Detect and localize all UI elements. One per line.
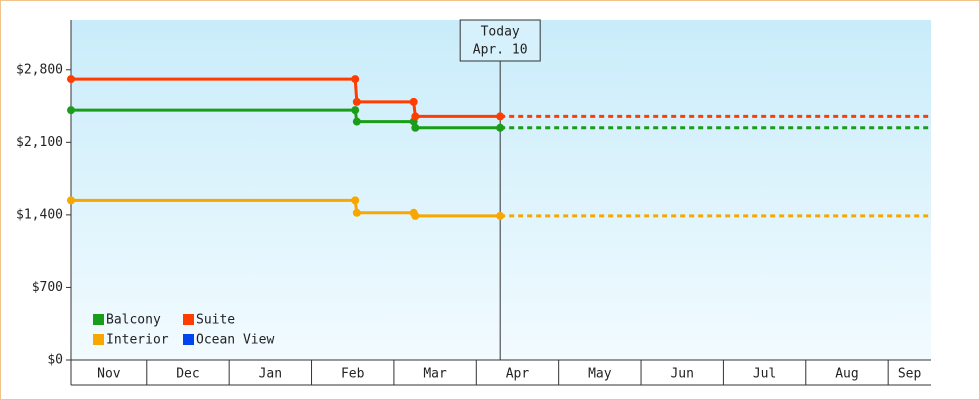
today-box bbox=[459, 19, 541, 62]
point bbox=[67, 106, 75, 115]
point bbox=[496, 211, 505, 220]
point bbox=[67, 196, 75, 205]
legend-label: Suite bbox=[196, 313, 235, 328]
x-tick-label: Jul bbox=[753, 367, 776, 382]
point bbox=[411, 211, 420, 220]
legend-label: Ocean View bbox=[196, 333, 274, 348]
point bbox=[409, 97, 418, 106]
point bbox=[496, 123, 505, 132]
x-tick-label: Nov bbox=[97, 367, 121, 382]
series-line bbox=[71, 77, 501, 118]
legend-swatch bbox=[183, 334, 194, 345]
point bbox=[351, 106, 360, 115]
y-tick-label: $2,100 bbox=[16, 135, 63, 150]
y-tick-label: $700 bbox=[32, 280, 63, 295]
point bbox=[496, 112, 505, 121]
point bbox=[67, 75, 75, 84]
plot-area bbox=[71, 20, 931, 360]
x-tick-label: May bbox=[588, 367, 612, 382]
x-tick-label: Apr bbox=[506, 367, 530, 382]
x-tick-label: Aug bbox=[835, 367, 858, 382]
legend-label: Interior bbox=[106, 333, 169, 348]
point bbox=[351, 75, 360, 84]
series-line bbox=[71, 108, 501, 130]
y-tick-label: $1,400 bbox=[16, 207, 63, 222]
y-tick-label: $2,800 bbox=[16, 62, 63, 77]
legend-swatch bbox=[183, 314, 194, 325]
x-tick-label: Feb bbox=[341, 367, 365, 382]
point bbox=[411, 123, 420, 132]
series-line bbox=[71, 198, 501, 218]
today-label: Today bbox=[481, 25, 520, 40]
point bbox=[352, 208, 361, 217]
point bbox=[352, 97, 361, 106]
x-tick-label: Jan bbox=[259, 367, 282, 382]
legend-swatch bbox=[93, 314, 104, 325]
point bbox=[351, 196, 360, 205]
x-tick-label: Mar bbox=[423, 367, 447, 382]
point bbox=[352, 117, 361, 126]
today-date: Apr. 10 bbox=[473, 43, 528, 58]
point bbox=[411, 112, 420, 121]
y-tick-label: $0 bbox=[47, 353, 63, 368]
x-tick-label: Jun bbox=[670, 367, 693, 382]
legend-label: Balcony bbox=[106, 313, 161, 328]
legend-swatch bbox=[93, 334, 104, 345]
x-tick-label: Sep bbox=[898, 367, 922, 382]
x-tick-label: Dec bbox=[176, 367, 199, 382]
